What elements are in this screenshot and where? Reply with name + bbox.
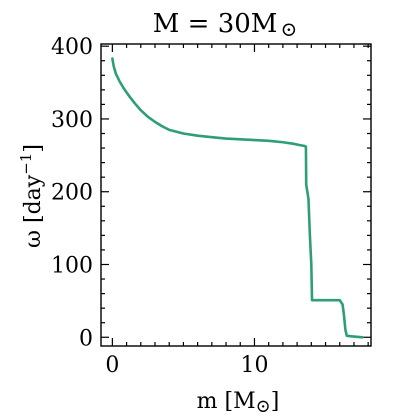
x-axis-label: m [M⊙] [197, 389, 280, 417]
x-tick-label: 10 [240, 353, 268, 378]
y-tick-label: 400 [51, 35, 93, 60]
major-ticks [101, 44, 371, 346]
series-line [111, 57, 364, 339]
y-tick-label: 200 [51, 181, 93, 206]
y-tick-label: 100 [51, 254, 93, 279]
plot-area [100, 43, 372, 347]
y-tick-label: 0 [79, 326, 93, 351]
x-tick-label: 0 [105, 353, 119, 378]
chart-title: M = 30M ⊙ [153, 9, 297, 41]
y-tick-label: 300 [51, 108, 93, 133]
y-axis-label: ω [day−1] [17, 144, 46, 248]
minor-ticks [101, 44, 371, 346]
